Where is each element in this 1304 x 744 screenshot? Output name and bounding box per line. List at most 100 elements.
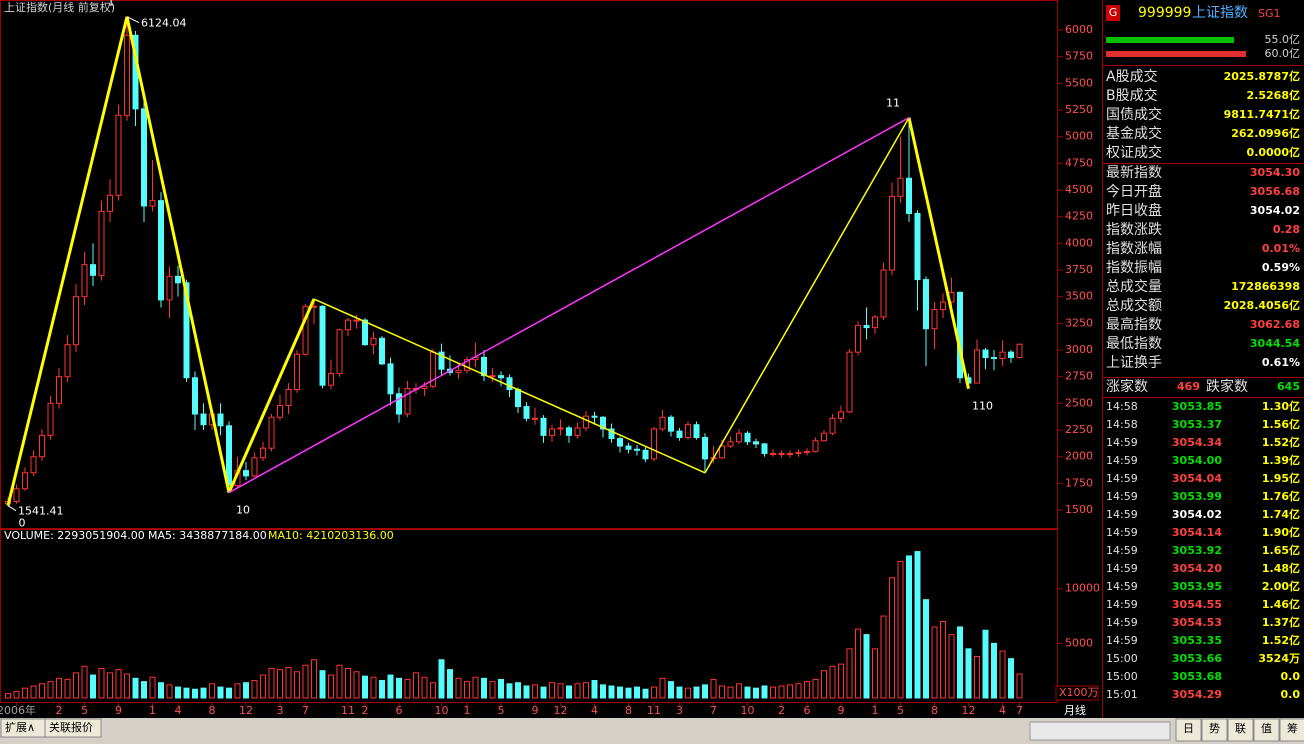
buy-bar-label: 55.0亿 <box>1265 33 1301 46</box>
volume-bar <box>651 686 657 699</box>
side-tab[interactable] <box>1227 718 1254 742</box>
toolbar-icons[interactable] <box>1029 721 1171 741</box>
volume-bar <box>914 551 921 699</box>
stat-label: 指数振幅 <box>1106 260 1162 276</box>
candle-body <box>489 375 496 378</box>
x-tick-label: 2 <box>778 704 785 717</box>
volume-bar <box>821 670 827 699</box>
candle-body <box>13 488 20 503</box>
sell-bar-label: 60.0亿 <box>1265 47 1301 60</box>
side-tab[interactable] <box>1175 718 1202 742</box>
volume-bar <box>319 670 326 699</box>
trade-price: 3053.85 <box>1172 400 1222 413</box>
candle-body <box>914 212 921 281</box>
tab[interactable] <box>44 718 102 738</box>
candle-body <box>362 319 368 346</box>
candle-body <box>651 428 657 460</box>
pivot-label: 11 <box>886 97 900 110</box>
breadth-value: 469 <box>1177 380 1200 393</box>
stat-label: 最新指数 <box>1106 165 1162 181</box>
side-tab[interactable] <box>1253 718 1280 742</box>
candle-body <box>22 472 28 490</box>
side-tab[interactable] <box>1201 718 1228 742</box>
y-tick-label: 1500 <box>1065 503 1093 516</box>
candle-body <box>115 114 122 196</box>
volume-bar <box>736 683 742 699</box>
volume-bar <box>906 555 912 699</box>
y-tick-label: 5000 <box>1065 130 1093 143</box>
stat-value: 3044.54 <box>1250 337 1300 350</box>
stat-value: 0.01% <box>1262 242 1300 255</box>
trade-amount: 1.52亿 <box>1262 435 1300 449</box>
trade-time: 14:59 <box>1106 562 1138 575</box>
x-tick-label: 5 <box>498 704 505 717</box>
stat-label: 总成交量 <box>1106 278 1162 295</box>
breadth-value: 645 <box>1277 380 1300 393</box>
volume-bar <box>387 674 394 699</box>
candle-body <box>804 450 810 453</box>
side-tab[interactable] <box>1279 718 1304 742</box>
candle-body <box>336 329 343 374</box>
volume-bar <box>617 686 623 699</box>
candle-body <box>931 308 938 330</box>
x-tick-label: 3 <box>277 704 284 717</box>
side-tab-label[interactable]: 势 <box>1209 722 1220 735</box>
volume-bar <box>56 677 62 699</box>
candle-body <box>192 377 198 415</box>
volume-bar <box>217 686 224 699</box>
candle-body <box>778 453 785 456</box>
trade-time: 14:59 <box>1106 472 1138 485</box>
candle-body <box>940 301 946 310</box>
candle-body <box>81 264 88 298</box>
pivot-label: 10 <box>236 504 250 517</box>
trade-time: 14:59 <box>1106 508 1138 521</box>
candle-body <box>770 453 776 456</box>
volume-bar <box>183 687 190 699</box>
volume-bar <box>396 677 402 699</box>
volume-bar <box>1016 673 1023 699</box>
volume-bar <box>889 577 895 699</box>
extreme-pointer <box>7 505 17 512</box>
volume-bar <box>855 628 861 699</box>
zigzag-line <box>313 298 706 474</box>
candle-body <box>175 275 181 284</box>
volume-bar <box>549 682 555 699</box>
candle-body <box>549 428 555 436</box>
trade-time: 14:59 <box>1106 454 1138 467</box>
volume-bar <box>481 677 487 699</box>
candle-body <box>753 441 759 445</box>
side-tab-label[interactable]: 值 <box>1261 722 1272 735</box>
x-tick-label: 7 <box>710 704 717 717</box>
candle-body <box>90 264 96 276</box>
x-tick-label: 8 <box>209 704 216 717</box>
side-tab-label[interactable]: 联 <box>1235 722 1246 735</box>
candle-body <box>294 353 300 390</box>
stat-label: 总成交额 <box>1106 297 1162 314</box>
trend-line <box>228 116 910 494</box>
volume-bar <box>659 677 666 699</box>
turnover-value: 2025.8787亿 <box>1224 69 1300 83</box>
candle-body <box>464 359 470 371</box>
tab-label[interactable]: 扩展∧ <box>5 720 35 734</box>
trade-amount: 1.48亿 <box>1262 561 1300 575</box>
side-tab-label[interactable]: 筹 <box>1287 721 1298 735</box>
volume-bar <box>693 686 700 699</box>
volume-bar <box>379 680 385 699</box>
volume-bar <box>795 683 802 699</box>
trade-time: 15:00 <box>1106 670 1138 683</box>
volume-bar <box>345 667 351 699</box>
tab-label[interactable]: 关联报价 <box>49 720 93 734</box>
x-tick-label: 11 <box>341 704 355 717</box>
candle-body <box>761 443 768 455</box>
candle-body <box>600 416 606 430</box>
x-tick-label: 9 <box>115 704 122 717</box>
y-tick-label: 3000 <box>1065 343 1093 356</box>
candle-body <box>668 416 674 432</box>
trade-price: 3053.66 <box>1172 652 1222 665</box>
volume-bar <box>132 677 139 699</box>
side-tab-label[interactable]: 日 <box>1183 722 1194 735</box>
y-tick-label: 3250 <box>1065 316 1093 329</box>
volume-bar <box>557 683 564 699</box>
y-tick-label: 4250 <box>1065 210 1093 223</box>
zigzag-line <box>907 117 970 389</box>
